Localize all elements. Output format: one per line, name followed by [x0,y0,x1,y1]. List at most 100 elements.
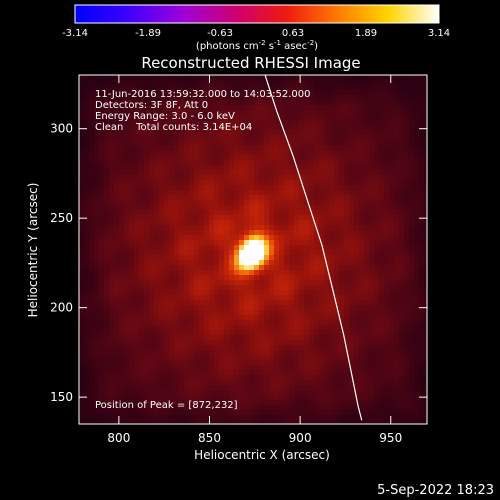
heatmap-cell [314,245,320,251]
heatmap-cell [134,355,140,361]
heatmap-cell [104,220,110,226]
heatmap-cell [284,400,290,406]
heatmap-cell [84,135,90,141]
heatmap-cell [419,310,425,316]
heatmap-cell [229,75,235,81]
heatmap-cell [404,95,410,101]
heatmap-cell [194,200,200,206]
heatmap-cell [409,310,415,316]
heatmap-cell [349,320,355,326]
heatmap-cell [289,115,295,121]
heatmap-cell [104,355,110,361]
heatmap-cell [129,235,135,241]
heatmap-cell [374,185,380,191]
heatmap-cell [284,375,290,381]
heatmap-cell [134,140,140,146]
heatmap-cell [99,355,105,361]
heatmap-cell [354,320,360,326]
heatmap-cell [299,260,305,266]
heatmap-cell [124,145,130,151]
heatmap-cell [264,355,270,361]
heatmap-cell [89,245,95,251]
heatmap-cell [274,345,280,351]
heatmap-cell [164,85,170,91]
heatmap-cell [214,170,220,176]
heatmap-cell [329,90,335,96]
heatmap-cell [204,200,210,206]
heatmap-cell [374,215,380,221]
heatmap-cell [354,275,360,281]
heatmap-cell [154,190,160,196]
heatmap-cell [189,415,195,421]
heatmap-cell [194,225,200,231]
heatmap-cell [369,380,375,386]
heatmap-cell [284,330,290,336]
heatmap-cell [109,95,115,101]
heatmap-cell [234,105,240,111]
heatmap-cell [374,330,380,336]
heatmap-cell [414,405,420,411]
heatmap-cell [99,390,105,396]
heatmap-cell [334,205,340,211]
heatmap-cell [84,385,90,391]
heatmap-cell [324,295,330,301]
heatmap-cell [419,350,425,356]
heatmap-cell [189,255,195,261]
heatmap-cell [404,180,410,186]
heatmap-cell [199,85,205,91]
heatmap-cell [244,315,250,321]
heatmap-cell [309,80,315,86]
heatmap-cell [384,405,390,411]
heatmap-cell [324,95,330,101]
heatmap-cell [309,410,315,416]
heatmap-cell [179,115,185,121]
heatmap-cell [399,180,405,186]
heatmap-cell [214,110,220,116]
heatmap-cell [244,210,250,216]
heatmap-cell [149,375,155,381]
heatmap-cell [184,365,190,371]
heatmap-cell [204,90,210,96]
heatmap-cell [234,340,240,346]
heatmap-cell [129,145,135,151]
heatmap-cell [274,140,280,146]
heatmap-cell [199,415,205,421]
heatmap-cell [274,220,280,226]
heatmap-cell [119,95,125,101]
heatmap-cell [419,400,425,406]
heatmap-cell [159,100,165,106]
heatmap-cell [189,390,195,396]
heatmap-cell [419,115,425,121]
heatmap-cell [384,310,390,316]
heatmap-cell [169,280,175,286]
heatmap-cell [169,385,175,391]
heatmap-cell [314,420,320,424]
heatmap-cell [144,85,150,91]
heatmap-cell [419,415,425,421]
heatmap-cell [249,190,255,196]
heatmap-cell [249,340,255,346]
heatmap-cell [234,135,240,141]
heatmap-cell [114,235,120,241]
heatmap-cell [194,205,200,211]
heatmap-cell [354,95,360,101]
heatmap-cell [124,370,130,376]
heatmap-cell [139,330,145,336]
heatmap-cell [344,275,350,281]
heatmap-cell [359,375,365,381]
heatmap-cell [174,205,180,211]
heatmap-cell [389,80,395,86]
heatmap-cell [409,420,415,424]
heatmap-cell [414,80,420,86]
heatmap-cell [139,400,145,406]
heatmap-cell [129,190,135,196]
heatmap-cell [89,120,95,126]
heatmap-cell [214,280,220,286]
heatmap-cell [154,230,160,236]
heatmap-cell [389,300,395,306]
heatmap-cell [424,365,427,371]
heatmap-cell [359,95,365,101]
heatmap-cell [174,225,180,231]
heatmap-cell [259,335,265,341]
heatmap-cell [394,110,400,116]
